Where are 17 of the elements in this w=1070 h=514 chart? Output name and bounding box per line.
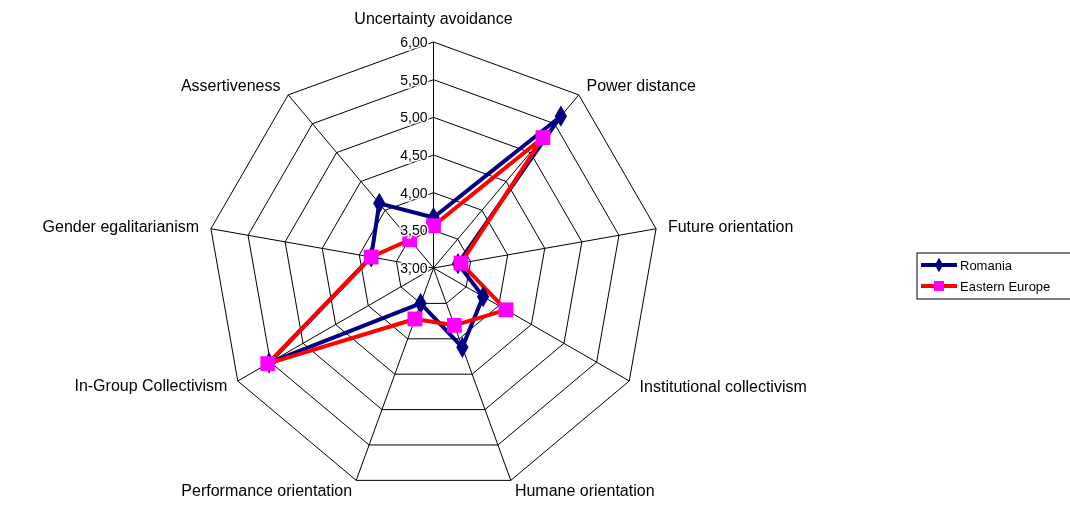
y-tick-label: 5,00: [400, 109, 428, 126]
spoke-label: Gender egalitarianism: [42, 217, 200, 235]
legend-label: Romania: [960, 258, 1013, 273]
spoke-label: Future orientation: [667, 217, 794, 235]
y-tick-label: 4,50: [400, 147, 428, 163]
spoke-label: Humane orientation: [514, 481, 655, 499]
spoke-label: Performance orientation: [181, 481, 353, 499]
y-tick-label: 5,50: [400, 71, 428, 88]
y-tick-label: 3,00: [400, 260, 428, 276]
spoke-label: Assertiveness: [180, 76, 281, 94]
spoke-label: In-Group Collectivism: [74, 377, 228, 394]
y-tick-label: 4,00: [400, 184, 428, 201]
spoke-label: Institutional collectivism: [639, 378, 807, 395]
legend-label: Eastern Europe: [960, 279, 1051, 294]
y-tick-label: 6,00: [400, 34, 428, 50]
spoke-label: Uncertainty avoidance: [354, 10, 513, 27]
spoke-label: Power distance: [586, 76, 696, 94]
